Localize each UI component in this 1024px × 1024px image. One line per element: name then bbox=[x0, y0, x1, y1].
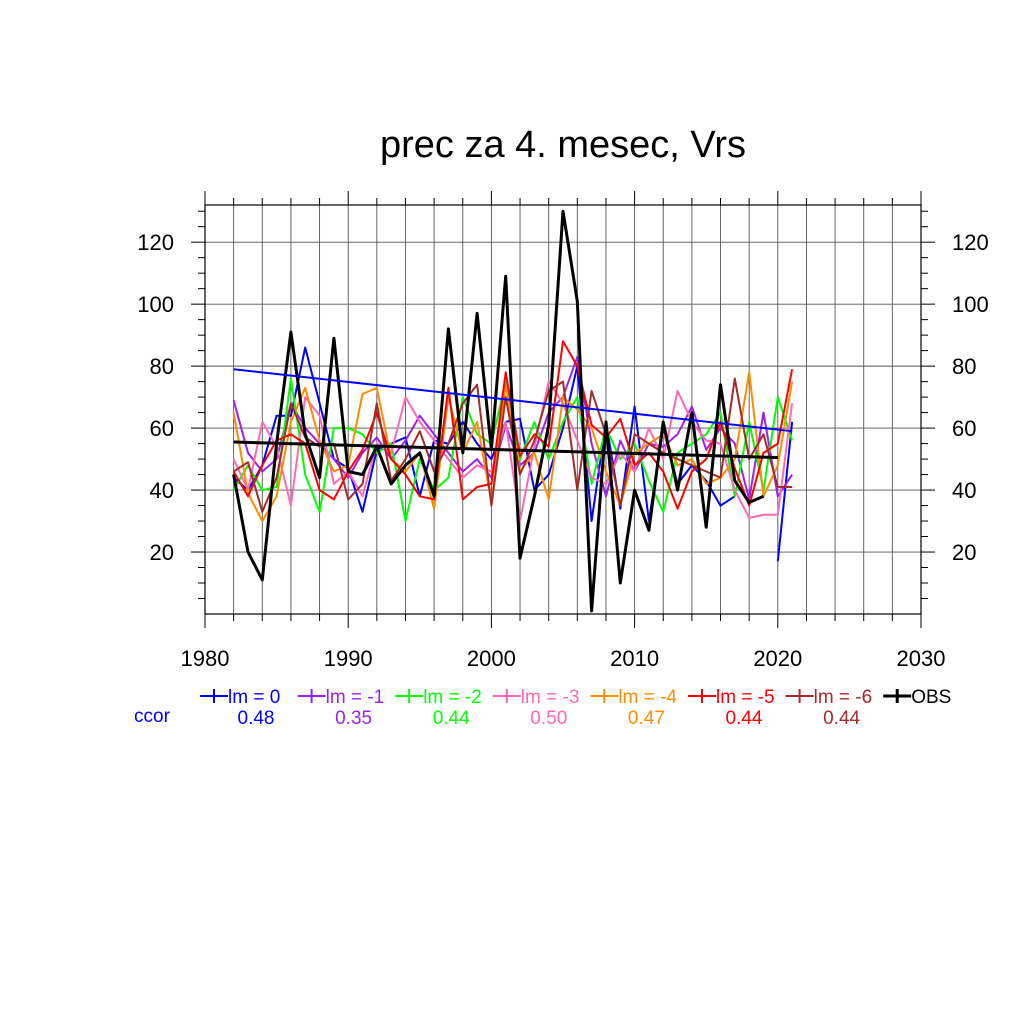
x-tick-label: 2010 bbox=[610, 646, 659, 671]
series-line bbox=[776, 421, 794, 562]
x-tick-label: 2000 bbox=[467, 646, 516, 671]
series-line bbox=[232, 380, 794, 522]
y-tick-label-right: 100 bbox=[952, 292, 989, 317]
y-tick-label-left: 80 bbox=[150, 354, 174, 379]
y-tick-label-left: 40 bbox=[150, 478, 174, 503]
legend-label: lm = -2 bbox=[423, 687, 482, 708]
ccor-value: 0.48 bbox=[238, 708, 275, 729]
x-tick-label: 2020 bbox=[753, 646, 802, 671]
legend-label: lm = -5 bbox=[716, 687, 775, 708]
x-tick-label: 1980 bbox=[181, 646, 230, 671]
x-tick-label: 1990 bbox=[324, 646, 373, 671]
legend-label: lm = -3 bbox=[521, 687, 580, 708]
trend-line bbox=[233, 440, 778, 460]
y-tick-label-left: 20 bbox=[150, 540, 174, 565]
legend-label: lm = -6 bbox=[814, 687, 873, 708]
legend-label: OBS bbox=[911, 687, 951, 708]
y-tick-label-right: 40 bbox=[952, 478, 976, 503]
trend-line bbox=[233, 368, 793, 433]
x-tick-label: 2030 bbox=[897, 646, 946, 671]
y-tick-label-right: 80 bbox=[952, 354, 976, 379]
legend-label: lm = -1 bbox=[326, 687, 385, 708]
series-lines bbox=[232, 209, 794, 613]
y-tick-label-left: 120 bbox=[137, 230, 174, 255]
y-tick-label-right: 120 bbox=[952, 230, 989, 255]
y-tick-label-right: 20 bbox=[952, 540, 976, 565]
y-tick-label-right: 60 bbox=[952, 416, 976, 441]
ccor-value: 0.35 bbox=[335, 708, 372, 729]
y-tick-label-left: 100 bbox=[137, 292, 174, 317]
ccor-label: ccor bbox=[134, 706, 171, 727]
chart-title: prec za 4. mesec, Vrs bbox=[380, 124, 746, 166]
grid-lines bbox=[205, 205, 921, 614]
ccor-value: 0.50 bbox=[530, 708, 567, 729]
ccor-value: 0.44 bbox=[433, 708, 470, 729]
legend-label: lm = 0 bbox=[228, 687, 280, 708]
series-line bbox=[232, 209, 765, 613]
ccor-value: 0.44 bbox=[726, 708, 763, 729]
plot-frame bbox=[204, 204, 922, 615]
legend-label: lm = -4 bbox=[618, 687, 677, 708]
y-tick-label-left: 60 bbox=[150, 416, 174, 441]
ccor-value: 0.47 bbox=[628, 708, 665, 729]
ccor-value: 0.44 bbox=[823, 708, 860, 729]
